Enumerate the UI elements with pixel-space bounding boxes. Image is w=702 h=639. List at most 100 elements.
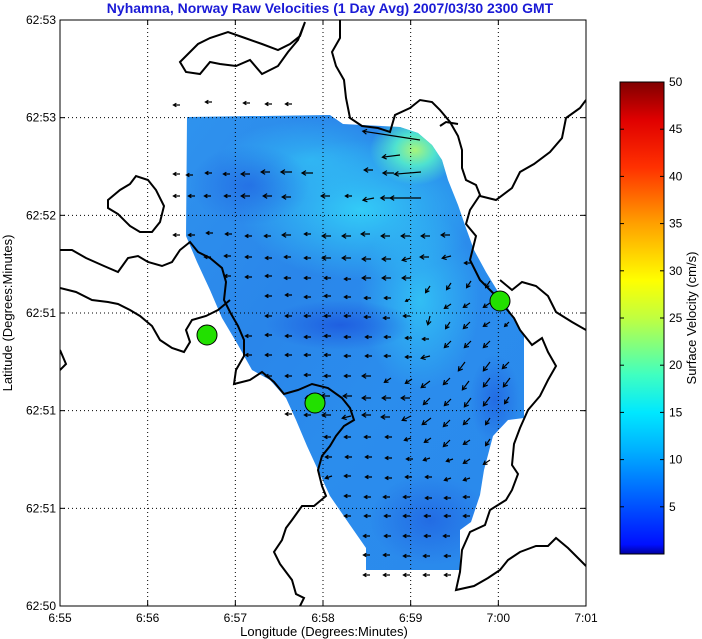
velocity-arrow [382, 572, 390, 578]
velocity-arrow [224, 231, 232, 237]
velocity-arrow [461, 380, 470, 391]
velocity-arrow [381, 275, 391, 281]
velocity-arrow [482, 321, 491, 328]
velocity-arrow [384, 455, 392, 461]
velocity-arrow [404, 474, 412, 480]
velocity-arrow [363, 167, 373, 173]
colorbar-tick-label: 5 [669, 500, 676, 514]
station-marker-west[interactable] [196, 324, 218, 346]
velocity-arrow [284, 292, 292, 298]
station-marker-east[interactable] [489, 290, 511, 312]
station-marker-south[interactable] [304, 392, 326, 414]
velocity-arrow [321, 233, 331, 239]
velocity-arrow [381, 170, 394, 176]
velocity-arrow [361, 256, 371, 262]
velocity-arrow [343, 313, 351, 319]
velocity-arrow [384, 434, 392, 440]
velocity-arrow [185, 172, 193, 178]
velocity-arrow [380, 414, 390, 420]
velocity-arrow [264, 373, 272, 379]
velocity-arrow [382, 494, 390, 500]
velocity-arrow [283, 254, 291, 260]
velocity-arrow [465, 280, 472, 289]
velocity-arrow [382, 552, 390, 558]
velocity-arrow [482, 340, 491, 349]
velocity-arrow [343, 353, 351, 359]
velocity-arrow [303, 352, 311, 358]
velocity-arrow [323, 293, 331, 299]
colorbar-tick-label: 40 [669, 169, 683, 183]
velocity-arrow [400, 233, 410, 239]
velocity-arrow [444, 321, 451, 330]
velocity-arrow [264, 313, 272, 319]
velocity-arrow [400, 395, 410, 401]
velocity-arrow [482, 302, 491, 309]
velocity-arrow [172, 193, 180, 199]
velocity-arrow [244, 333, 252, 339]
velocity-arrow [404, 298, 411, 302]
velocity-arrow [462, 417, 471, 426]
velocity-arrow [462, 302, 471, 309]
velocity-arrow [402, 553, 410, 559]
velocity-arrow [440, 232, 450, 238]
velocity-arrow [343, 276, 351, 282]
velocity-arrow [501, 361, 510, 370]
velocity-arrow [240, 193, 250, 199]
velocity-arrow [324, 454, 332, 460]
velocity-arrow [462, 477, 471, 482]
velocity-arrow [172, 171, 180, 177]
grid-lines [60, 20, 586, 606]
velocity-arrow [244, 352, 252, 358]
velocity-arrow [264, 101, 272, 107]
velocity-arrow [343, 434, 351, 440]
x-tick-label: 6:56 [136, 611, 160, 625]
velocity-arrow [424, 495, 432, 501]
velocity-arrow [423, 437, 432, 444]
velocity-arrow [383, 353, 391, 359]
velocity-arrow [404, 354, 412, 360]
velocity-arrow [443, 553, 451, 559]
velocity-arrow [364, 353, 372, 359]
velocity-arrow [421, 417, 432, 426]
velocity-arrow [324, 475, 333, 480]
velocity-arrow [284, 101, 292, 107]
velocity-arrow [422, 553, 430, 559]
velocity-arrow [401, 275, 411, 281]
velocity-arrow [187, 232, 195, 238]
velocity-arrow [443, 513, 451, 519]
velocity-arrow [284, 333, 292, 339]
velocity-arrow [484, 417, 491, 426]
velocity-arrow [281, 194, 291, 200]
velocity-arrow [281, 232, 291, 238]
velocity-arrow [223, 273, 231, 279]
velocity-arrow [223, 193, 231, 199]
velocity-arrow [260, 169, 270, 175]
velocity-arrow [300, 170, 313, 176]
velocity-arrow [443, 303, 452, 310]
velocity-arrow [264, 332, 272, 338]
velocity-arrow [244, 233, 252, 239]
velocity-arrow [383, 377, 392, 384]
velocity-arrow [502, 377, 511, 388]
velocity-arrow [442, 533, 450, 539]
y-tick-label: 62:51 [26, 501, 56, 515]
velocity-arrow [240, 171, 250, 177]
colorbar-ticks: 5 10 15 20 25 30 35 40 45 50 [620, 75, 683, 514]
velocity-arrow [303, 275, 311, 281]
velocity-arrow [279, 169, 292, 175]
velocity-arrow [363, 314, 371, 320]
velocity-arrow [205, 230, 213, 236]
velocity-arrow [284, 313, 292, 319]
velocity-arrow [303, 231, 311, 237]
x-tick-label: 6:59 [399, 611, 423, 625]
x-axis: 6:55 6:56 6:57 6:58 6:59 7:00 7:01 [48, 20, 598, 625]
velocity-arrow [264, 293, 272, 299]
velocity-arrow [343, 493, 351, 499]
velocity-arrow [402, 572, 410, 578]
colorbar: 5 10 15 20 25 30 35 40 45 50 Surface Velocity (cm… [619, 75, 699, 555]
velocity-arrow [381, 256, 391, 262]
velocity-arrow [203, 254, 211, 260]
velocity-arrow [244, 254, 252, 260]
colorbar-tick-label: 25 [669, 311, 683, 325]
colorbar-scale [619, 81, 665, 555]
